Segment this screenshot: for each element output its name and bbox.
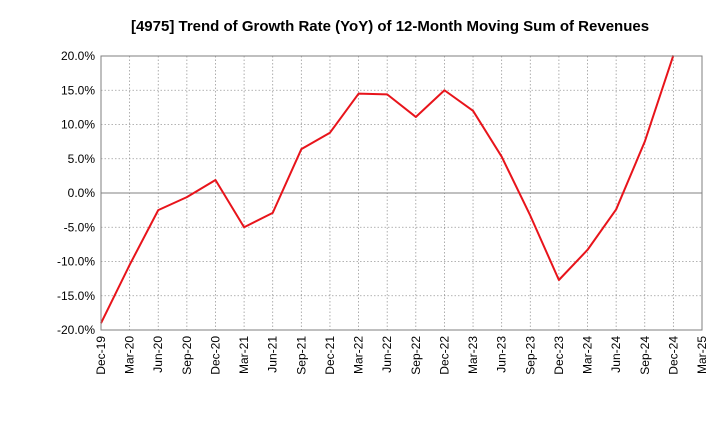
x-tick-label: Mar-24 [581,336,595,374]
y-tick-label: 10.0% [61,118,95,132]
x-tick-label: Dec-20 [208,336,222,375]
x-tick-label: Mar-20 [123,336,137,374]
y-tick-label: 5.0% [68,152,96,166]
x-tick-label: Jun-24 [609,336,623,373]
chart-title: [4975] Trend of Growth Rate (YoY) of 12-… [131,18,649,35]
plot-frame [100,55,703,331]
y-tick-label: -10.0% [57,255,95,269]
x-tick-labels: Dec-19 Mar-20 Jun-20 Sep-20 Dec-20 Mar-21 Jun-… [94,336,709,375]
x-tick-label: Mar-23 [466,336,480,374]
y-tick-label: 15.0% [61,83,95,97]
y-tick-labels: 20.0% 15.0% 10.0% 5.0% 0.0% -5.0% -10.0% -15.0%… [57,49,95,337]
x-tick-label: Sep-23 [523,336,537,375]
y-tick-label: -5.0% [64,220,96,234]
x-tick-label: Mar-25 [695,336,709,374]
x-tick-label: Mar-22 [352,336,366,374]
y-tick-label: -20.0% [57,323,95,337]
x-tick-label: Dec-22 [437,336,451,375]
x-tick-label: Jun-22 [380,336,394,373]
x-tick-label: Jun-21 [266,336,280,373]
series-line [100,54,675,324]
x-tick-label: Dec-24 [666,336,680,375]
y-tick-label: 20.0% [61,49,95,63]
x-tick-label: Jun-20 [151,336,165,373]
x-tick-label: Sep-20 [180,336,194,375]
x-tick-label: Dec-21 [323,336,337,375]
x-tick-label: Dec-19 [94,336,108,375]
x-tick-label: Dec-23 [552,336,566,375]
x-tick-label: Sep-21 [294,336,308,375]
x-tick-label: Jun-23 [495,336,509,373]
x-tick-label: Sep-24 [638,336,652,375]
y-tick-label: 0.0% [68,186,96,200]
y-tick-label: -15.0% [57,289,95,303]
x-tick-label: Sep-22 [409,336,423,375]
x-tick-label: Mar-21 [237,336,251,374]
series-layer [100,54,675,324]
